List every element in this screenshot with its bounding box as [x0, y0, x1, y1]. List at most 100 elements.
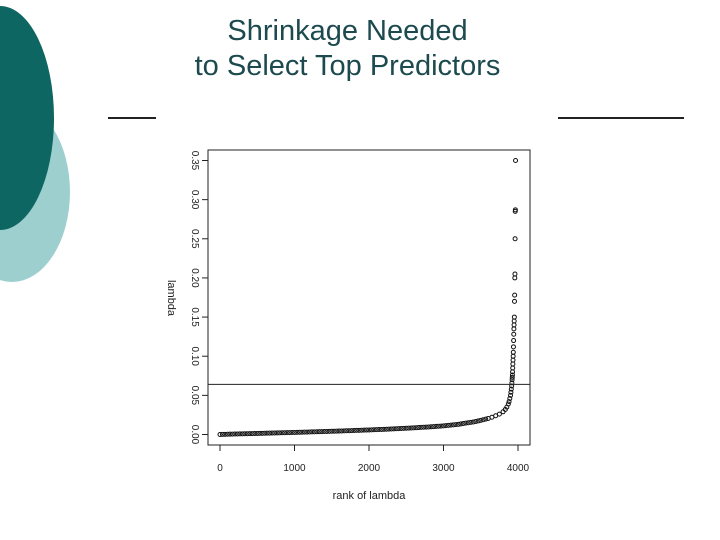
- data-point: [408, 425, 414, 431]
- data-point: [292, 429, 297, 435]
- data-point: [224, 431, 230, 437]
- x-tick-label: 0: [217, 463, 223, 474]
- data-point: [306, 429, 312, 435]
- data-point: [267, 430, 273, 436]
- data-point: [219, 431, 225, 437]
- y-axis-title: lambda: [165, 280, 177, 317]
- y-tick-label: 0.35: [189, 151, 200, 171]
- data-point: [458, 421, 464, 427]
- data-point: [509, 374, 515, 380]
- data-point: [309, 429, 315, 435]
- data-point: [455, 421, 461, 427]
- data-point: [217, 432, 223, 437]
- data-point: [316, 429, 322, 435]
- data-point: [351, 428, 357, 434]
- data-point: [274, 430, 280, 436]
- data-point: [301, 429, 307, 435]
- data-point: [509, 377, 515, 383]
- data-point: [244, 431, 250, 437]
- data-point: [511, 314, 517, 320]
- title-rule-right: [558, 117, 684, 119]
- data-point: [510, 361, 516, 367]
- data-point: [368, 427, 374, 433]
- data-point: [508, 386, 514, 392]
- data-point: [511, 331, 517, 337]
- data-point: [401, 425, 407, 431]
- x-tick-label: 3000: [432, 463, 455, 474]
- data-point: [262, 430, 268, 436]
- data-point: [254, 430, 260, 436]
- data-point: [304, 429, 310, 435]
- data-point: [341, 428, 347, 434]
- data-point: [287, 430, 293, 436]
- data-point: [441, 423, 446, 429]
- data-point: [247, 431, 253, 437]
- data-point: [511, 318, 517, 324]
- data-point: [272, 430, 278, 436]
- data-point: [346, 428, 352, 434]
- data-point: [511, 298, 517, 304]
- data-point: [509, 372, 515, 378]
- data-point: [448, 422, 454, 428]
- data-point: [510, 344, 516, 350]
- data-point: [229, 431, 235, 437]
- data-point: [398, 425, 404, 431]
- data-point: [232, 431, 238, 437]
- data-point: [450, 422, 456, 428]
- data-point: [468, 419, 474, 425]
- data-point: [511, 322, 517, 328]
- data-point: [465, 420, 471, 426]
- data-point: [259, 430, 265, 436]
- data-point: [416, 425, 422, 431]
- data-point: [279, 430, 285, 436]
- data-point: [296, 429, 302, 435]
- data-point: [413, 425, 419, 431]
- data-point: [411, 425, 417, 431]
- data-point: [406, 425, 412, 431]
- data-point: [234, 431, 240, 437]
- data-point: [376, 427, 382, 433]
- title-rule-left: [108, 117, 156, 119]
- data-point: [512, 207, 518, 213]
- dark-accent-circle: [0, 6, 54, 230]
- data-point: [513, 158, 519, 163]
- data-point: [510, 349, 516, 355]
- data-point: [510, 365, 516, 371]
- data-point: [289, 430, 295, 436]
- x-tick-label: 1000: [283, 463, 306, 474]
- data-point: [443, 423, 449, 429]
- data-point: [334, 428, 340, 434]
- data-point: [475, 418, 481, 424]
- data-point: [418, 424, 424, 430]
- data-point: [239, 431, 245, 437]
- data-point: [511, 326, 517, 332]
- data-point: [423, 424, 429, 430]
- data-point: [326, 428, 332, 434]
- y-tick-label: 0.00: [189, 425, 200, 445]
- data-point: [512, 275, 518, 281]
- x-tick-label: 2000: [358, 463, 381, 474]
- data-point: [321, 429, 327, 435]
- data-point: [505, 401, 511, 407]
- data-point: [463, 420, 469, 426]
- data-point: [319, 429, 325, 435]
- data-point: [311, 429, 317, 435]
- data-point: [356, 427, 362, 433]
- data-point: [403, 425, 409, 431]
- data-point: [483, 416, 489, 422]
- data-point: [506, 399, 512, 405]
- x-axis-title: rank of lambda: [333, 490, 407, 502]
- data-point: [508, 389, 514, 395]
- data-point: [364, 427, 370, 433]
- data-point: [473, 418, 479, 424]
- data-point: [324, 428, 330, 434]
- data-point: [294, 429, 300, 435]
- data-point: [480, 417, 486, 423]
- data-point: [426, 424, 432, 430]
- data-point: [460, 421, 466, 427]
- slide-title: Shrinkage Needed to Select Top Predictor…: [150, 14, 545, 84]
- data-point: [507, 395, 513, 401]
- data-point: [393, 426, 399, 432]
- title-line-1: Shrinkage Needed: [227, 15, 468, 47]
